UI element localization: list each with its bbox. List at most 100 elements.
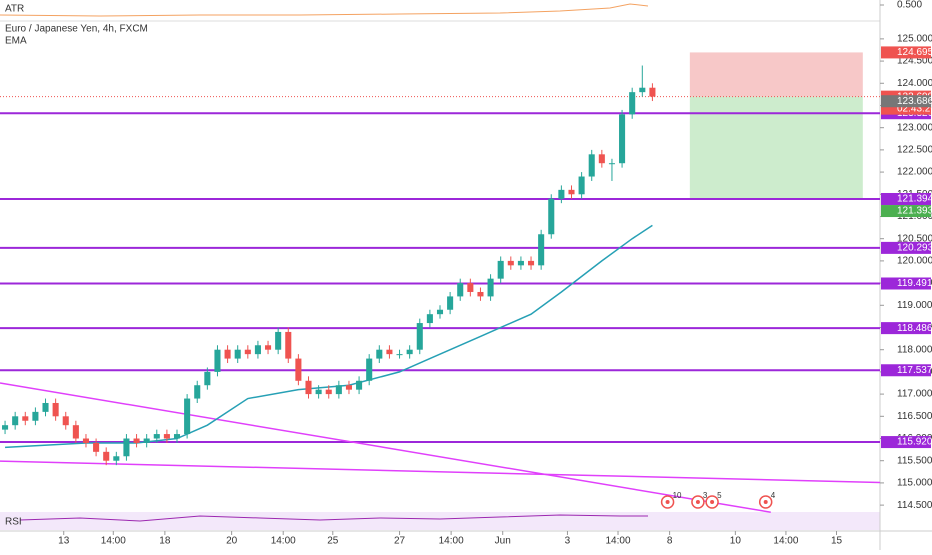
candle-body — [487, 278, 494, 297]
level-label: 117.537 — [897, 365, 932, 376]
candle-body — [82, 438, 90, 443]
y-tick-label: 125.000 — [897, 34, 932, 45]
level-label-bg — [881, 241, 931, 254]
y-tick-label: 124.000 — [897, 78, 932, 89]
event-count: 3 — [703, 491, 708, 500]
event-dot — [695, 500, 700, 504]
level-label-bg — [881, 364, 931, 377]
x-tick-label: 18 — [159, 536, 171, 547]
y-tick-label: 120.500 — [897, 233, 932, 244]
level-label: 118.486 — [897, 323, 932, 334]
candle-body — [366, 358, 373, 381]
candle-body — [234, 349, 241, 359]
candle-body — [244, 349, 251, 355]
x-tick-label: 14:00 — [773, 536, 798, 547]
candle-body — [325, 389, 332, 395]
chart-title: Euro / Japanese Yen, 4h, FXCM — [5, 24, 148, 35]
x-tick-label: 27 — [394, 536, 406, 547]
x-tick-label: Jun — [495, 536, 511, 547]
candle-body — [153, 434, 160, 439]
y-tick-label: 123.000 — [897, 122, 932, 133]
y-tick-label: 115.500 — [897, 455, 932, 466]
candle-body — [133, 438, 140, 443]
atr-line — [0, 3, 649, 17]
candle-body — [558, 189, 565, 199]
candle-body — [345, 385, 352, 390]
x-tick-label: 14:00 — [439, 536, 464, 547]
candle-body — [598, 154, 605, 164]
rsi-label: RSI — [5, 517, 22, 528]
candle-body — [386, 349, 393, 355]
level-label-bg — [881, 436, 931, 449]
candle-body — [629, 92, 636, 115]
y-tick-label: 119.000 — [897, 300, 932, 311]
candle-body — [184, 398, 191, 435]
candle-body — [194, 385, 201, 399]
candle-body — [254, 345, 261, 355]
candle-body — [517, 260, 524, 266]
stop-zone — [689, 52, 863, 97]
atr-label: ATR — [5, 4, 24, 15]
rsi-line — [19, 514, 648, 522]
last-close-label: 123.686 — [897, 96, 932, 107]
event-dot — [665, 500, 670, 504]
candle-body — [467, 283, 474, 292]
stop-label-bg — [881, 46, 931, 59]
candle-body — [22, 416, 29, 421]
event-count: 10 — [673, 491, 682, 500]
y-tick-label: 120.000 — [897, 256, 932, 267]
candle-body — [12, 416, 19, 426]
candle-body — [103, 451, 110, 461]
target-zone — [689, 96, 863, 200]
candle-body — [2, 425, 9, 430]
candle-body — [335, 385, 342, 395]
candle-body — [649, 87, 656, 97]
x-tick-label: 15 — [831, 536, 843, 547]
atr-tick-label: 0.500 — [897, 0, 922, 11]
x-tick-label: 3 — [565, 536, 571, 547]
y-tick-label: 114.500 — [897, 500, 932, 511]
level-label-bg — [881, 277, 931, 290]
candle-body — [173, 434, 181, 439]
candle-body — [538, 234, 545, 266]
candle-body — [42, 402, 49, 412]
candle-body — [32, 411, 39, 421]
stop-label: 124.695 — [897, 47, 932, 58]
y-tick-label: 122.000 — [897, 167, 932, 178]
level-label-bg — [881, 192, 931, 205]
countdown: 02:43:26 — [897, 103, 932, 114]
event-dot — [763, 500, 768, 504]
candle-body — [528, 260, 535, 266]
candle-body — [123, 438, 130, 457]
candle-body — [315, 389, 322, 395]
candle-body — [356, 380, 363, 390]
candle-body — [588, 154, 595, 177]
candle-body — [113, 456, 120, 461]
y-tick-label: 124.500 — [897, 56, 932, 67]
candle-body — [639, 87, 646, 93]
candle-body — [457, 283, 464, 297]
candle-body — [275, 331, 282, 350]
candle-body — [295, 358, 302, 381]
trend-line — [0, 382, 771, 513]
candle-body — [143, 438, 150, 443]
event-dot — [710, 500, 715, 504]
candle-body — [477, 291, 484, 297]
event-count: 4 — [771, 491, 776, 500]
candle-body — [224, 349, 231, 359]
x-tick-label: 13 — [58, 536, 70, 547]
level-label: 120.293 — [897, 243, 932, 254]
level-label: 119.491 — [897, 278, 932, 289]
candle-body — [285, 331, 292, 359]
last-close-label-bg — [881, 95, 931, 108]
level-label: 115.920 — [897, 437, 932, 448]
x-tick-label: 8 — [667, 536, 673, 547]
candle-body — [416, 323, 423, 350]
candle-body — [436, 309, 444, 315]
candle-body — [163, 434, 170, 439]
candle-body — [62, 416, 69, 426]
y-tick-label: 122.500 — [897, 145, 932, 156]
x-tick-label: 10 — [730, 536, 742, 547]
candle-body — [72, 425, 79, 439]
candle-body — [93, 442, 100, 452]
